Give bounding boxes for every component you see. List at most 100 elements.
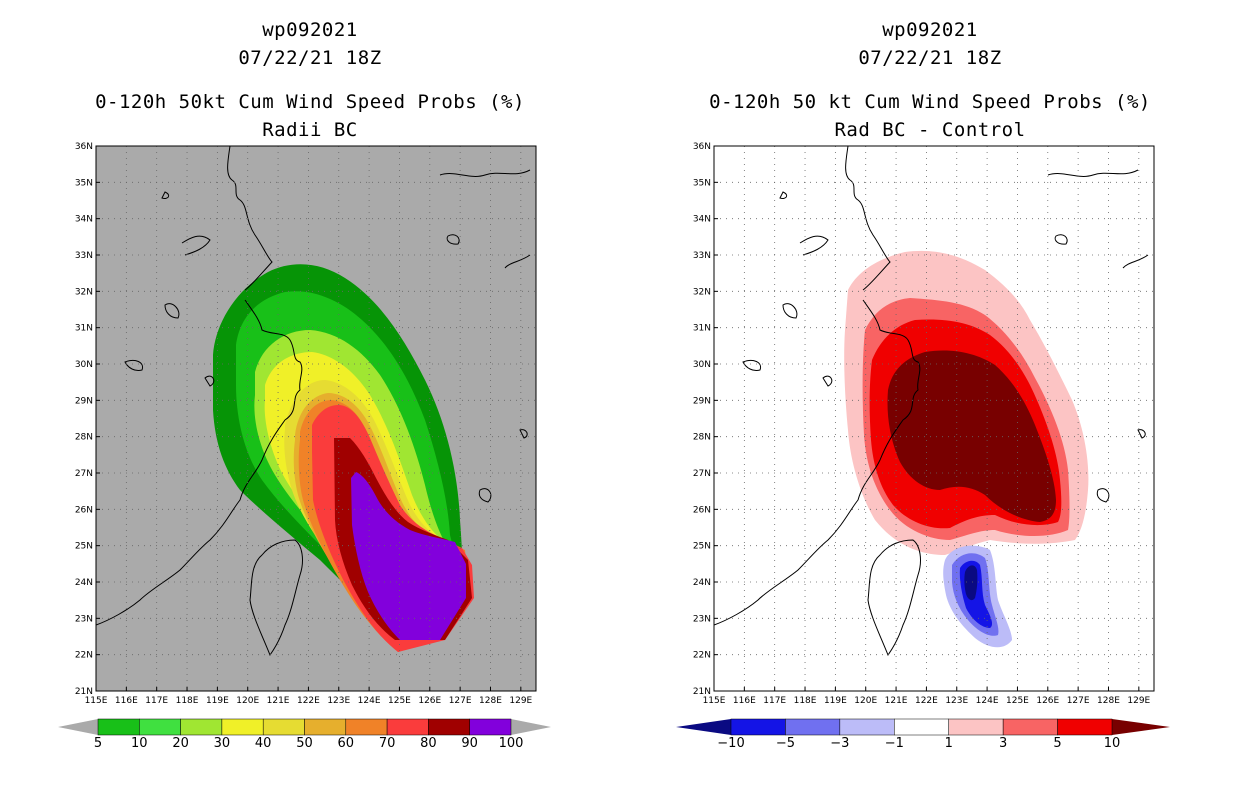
left-lon-label: 127E — [449, 696, 472, 706]
right-colorbar-arrow-high — [1112, 719, 1170, 735]
left-lon-label: 125E — [388, 696, 411, 706]
left-lat-label: 26N — [75, 505, 93, 515]
right-axis-labels: 21N 22N 23N 24N 25N 26N 27N 28N 29N 30N 31N 32N 33N 3… — [693, 142, 1151, 706]
left-colorbar-swatch — [469, 718, 512, 736]
left-colorbar-arrow-high — [511, 719, 551, 735]
right-datetime: 07/22/21 18Z — [858, 47, 1002, 69]
left-colorbar-label: 10 — [131, 736, 148, 751]
right-lon-label: 126E — [1036, 696, 1059, 706]
left-lat-label: 21N — [75, 687, 93, 697]
left-lat-label: 32N — [75, 287, 93, 297]
right-lon-label: 115E — [703, 696, 726, 706]
left-datetime: 07/22/21 18Z — [238, 47, 382, 69]
left-contour-90 — [351, 472, 466, 640]
left-storm-id: wp092021 — [262, 19, 358, 41]
right-lat-label: 24N — [693, 578, 711, 588]
right-colorbar-label: −3 — [830, 736, 850, 751]
right-difference-contours — [844, 250, 1089, 648]
right-lat-label: 34N — [693, 215, 711, 225]
right-lon-label: 125E — [1006, 696, 1029, 706]
left-lon-label: 120E — [236, 696, 259, 706]
left-lat-label: 35N — [75, 178, 93, 188]
right-colorbar-swatch — [730, 718, 786, 736]
left-colorbar-arrow-low — [58, 719, 98, 735]
left-lon-label: 119E — [206, 696, 229, 706]
right-colorbar-label: 5 — [1053, 736, 1062, 751]
right-colorbar-swatch — [1057, 718, 1113, 736]
right-contour-pos10 — [887, 350, 1056, 522]
left-lat-label: 24N — [75, 578, 93, 588]
right-contour-neg10 — [964, 565, 978, 601]
left-lat-label: 25N — [75, 542, 93, 552]
left-lon-label: 124E — [358, 696, 381, 706]
right-colorbar-swatch — [839, 718, 895, 736]
right-lon-label: 129E — [1127, 696, 1150, 706]
left-lat-label: 29N — [75, 396, 93, 406]
left-colorbar-label: 100 — [498, 736, 524, 751]
right-lon-label: 124E — [976, 696, 999, 706]
right-storm-id: wp092021 — [882, 19, 978, 41]
left-lon-label: 128E — [479, 696, 502, 706]
right-lat-label: 33N — [693, 251, 711, 261]
left-colorbar-label: 60 — [337, 736, 355, 751]
left-probability-contours — [213, 264, 474, 652]
right-colorbar-swatch — [894, 718, 949, 736]
right-lat-label: 21N — [693, 687, 711, 697]
right-lat-label: 35N — [693, 178, 711, 188]
left-title: 0-120h 50kt Cum Wind Speed Probs (%) — [95, 91, 525, 113]
left-lat-label: 23N — [75, 614, 93, 624]
left-lat-label: 22N — [75, 651, 93, 661]
left-lat-label: 36N — [75, 142, 93, 152]
right-lat-label: 23N — [693, 614, 711, 624]
right-lat-label: 22N — [693, 651, 711, 661]
right-colorbar-arrow-low — [676, 719, 731, 735]
right-lat-label: 32N — [693, 287, 711, 297]
right-lon-label: 122E — [915, 696, 938, 706]
left-lat-label: 33N — [75, 251, 93, 261]
left-colorbar-label: 5 — [93, 736, 103, 751]
left-colorbar-label: 20 — [172, 736, 189, 751]
left-gridlines — [95, 145, 536, 692]
right-colorbar — [676, 718, 1170, 736]
left-lon-label: 123E — [327, 696, 350, 706]
left-lat-label: 30N — [75, 360, 93, 370]
left-colorbar — [58, 718, 551, 736]
left-lat-label: 28N — [75, 433, 93, 443]
left-lat-label: 34N — [75, 215, 93, 225]
left-axis-labels: 21N 22N 23N 24N 25N 26N 27N 28N 29N 30N 31N 32N 33N 3… — [75, 142, 533, 706]
right-colorbar-label: −5 — [775, 736, 796, 751]
right-lon-label: 123E — [945, 696, 968, 706]
left-lon-label: 121E — [267, 696, 290, 706]
right-lat-label: 26N — [693, 505, 711, 515]
left-coastlines — [96, 146, 531, 657]
right-lon-label: 118E — [794, 696, 817, 706]
right-colorbar-swatch — [785, 718, 841, 736]
left-lon-label: 118E — [176, 696, 199, 706]
left-lat-label: 27N — [75, 469, 93, 479]
right-lat-label: 31N — [693, 324, 711, 334]
left-lon-label: 129E — [509, 696, 532, 706]
right-lon-label: 120E — [854, 696, 877, 706]
left-colorbar-label: 50 — [296, 736, 313, 751]
left-lat-label: 31N — [75, 324, 93, 334]
right-lat-label: 28N — [693, 433, 711, 443]
right-lon-label: 117E — [763, 696, 786, 706]
right-lon-label: 127E — [1067, 696, 1090, 706]
right-lon-label: 121E — [885, 696, 908, 706]
left-colorbar-label: 30 — [213, 736, 231, 751]
left-colorbar-label: 90 — [461, 736, 478, 751]
left-map-frame — [95, 145, 537, 692]
left-lon-label: 126E — [418, 696, 441, 706]
right-lat-label: 36N — [693, 142, 711, 152]
right-lon-label: 128E — [1097, 696, 1120, 706]
right-colorbar-swatch — [1002, 718, 1058, 736]
left-lon-label: 115E — [85, 696, 108, 706]
left-colorbar-label: 40 — [254, 736, 272, 751]
left-colorbar-label: 70 — [378, 736, 396, 751]
right-colorbar-swatch — [948, 718, 1004, 736]
right-lat-label: 25N — [693, 542, 711, 552]
right-colorbar-label: 10 — [1103, 736, 1121, 751]
right-lat-label: 29N — [693, 396, 711, 406]
right-lat-label: 30N — [693, 360, 711, 370]
